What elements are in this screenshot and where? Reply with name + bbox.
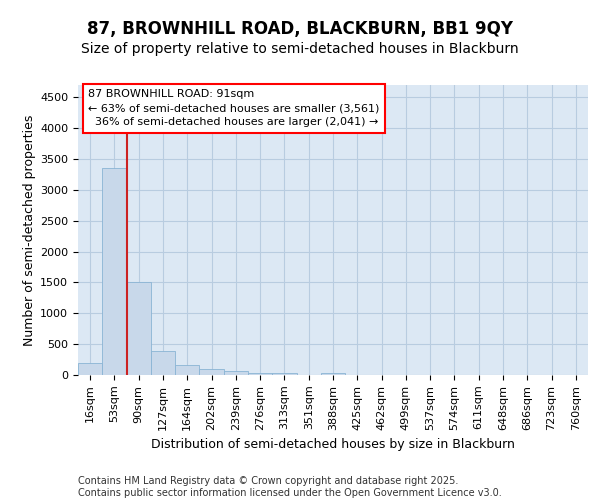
Bar xyxy=(175,366,199,375)
Bar xyxy=(127,282,151,375)
Bar xyxy=(151,351,175,375)
X-axis label: Distribution of semi-detached houses by size in Blackburn: Distribution of semi-detached houses by … xyxy=(151,438,515,451)
Bar xyxy=(248,372,272,375)
Text: 87 BROWNHILL ROAD: 91sqm
← 63% of semi-detached houses are smaller (3,561)
  36%: 87 BROWNHILL ROAD: 91sqm ← 63% of semi-d… xyxy=(88,90,380,128)
Bar xyxy=(272,373,296,375)
Bar xyxy=(199,369,224,375)
Text: Size of property relative to semi-detached houses in Blackburn: Size of property relative to semi-detach… xyxy=(81,42,519,56)
Bar xyxy=(78,362,102,375)
Bar xyxy=(321,372,345,375)
Bar xyxy=(224,372,248,375)
Text: Contains HM Land Registry data © Crown copyright and database right 2025.
Contai: Contains HM Land Registry data © Crown c… xyxy=(78,476,502,498)
Bar xyxy=(102,168,127,375)
Text: 87, BROWNHILL ROAD, BLACKBURN, BB1 9QY: 87, BROWNHILL ROAD, BLACKBURN, BB1 9QY xyxy=(87,20,513,38)
Y-axis label: Number of semi-detached properties: Number of semi-detached properties xyxy=(23,114,36,346)
